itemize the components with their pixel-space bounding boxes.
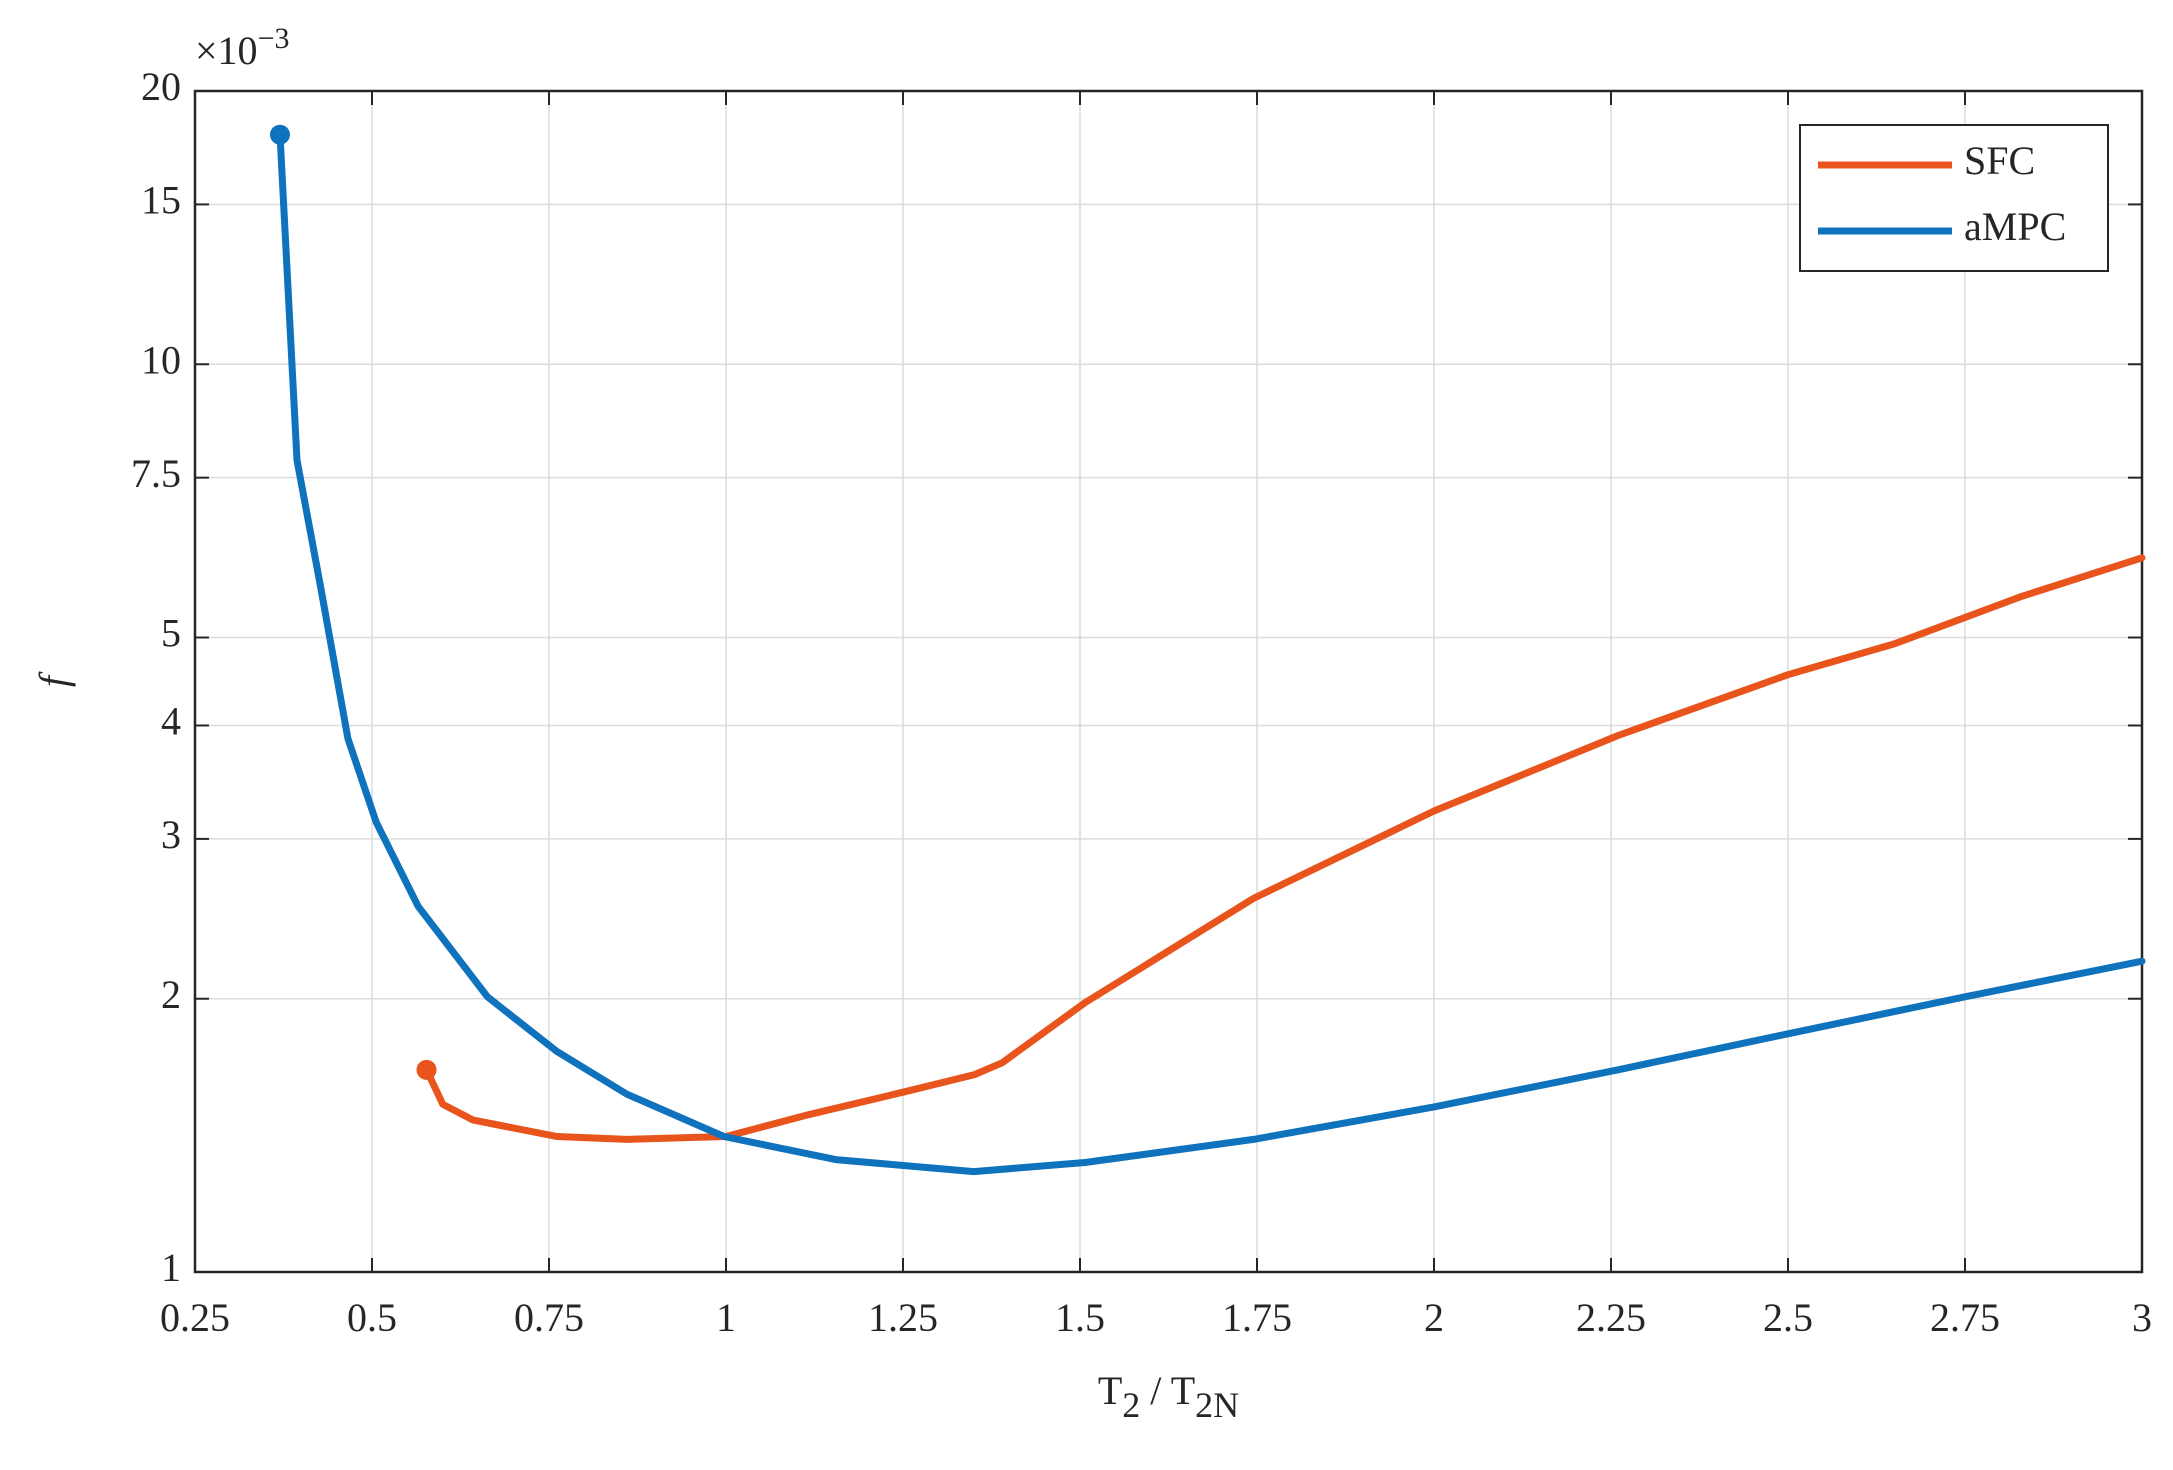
x-label-part: / T (1140, 1368, 1195, 1413)
multiplier-base: ×10 (195, 28, 258, 73)
y-tick-label: 5 (161, 611, 181, 656)
x-tick-label: 3 (2132, 1295, 2152, 1340)
line (423, 554, 2146, 1143)
y-tick-label: 3 (161, 812, 181, 857)
x-tick-label: 0.75 (514, 1295, 584, 1340)
legend-box (1799, 124, 2109, 272)
x-tick-label: 2.75 (1930, 1295, 2000, 1340)
x-axis-label: T2 / T2N (1098, 1368, 1239, 1425)
x-tick-label: 1.5 (1055, 1295, 1105, 1340)
x-tick-label: 2.5 (1763, 1295, 1813, 1340)
multiplier-exponent: −3 (258, 22, 290, 55)
x-tick-label: 2.25 (1576, 1295, 1646, 1340)
x-tick-label: 0.5 (347, 1295, 397, 1340)
y-tick-label: 2 (161, 972, 181, 1017)
y-tick-label: 15 (141, 178, 181, 223)
y-tick-label: 4 (161, 699, 181, 744)
y-tick-label: 10 (141, 337, 181, 382)
x-tick-label: 2 (1424, 1295, 1444, 1340)
x-tick-label: 1 (716, 1295, 736, 1340)
y-tick-label: 1 (161, 1245, 181, 1290)
y-tick-label: 20 (141, 64, 181, 109)
x-tick-label: 1.25 (868, 1295, 938, 1340)
axis-multiplier: ×10−3 (195, 22, 289, 73)
legend-label: SFC (1964, 138, 2035, 183)
line (276, 131, 2146, 1176)
x-tick-label: 1.75 (1222, 1295, 1292, 1340)
x-label-sub: 2 (1122, 1385, 1140, 1425)
x-tick-label: 0.25 (160, 1295, 230, 1340)
x-label-sub: 2N (1195, 1385, 1239, 1425)
end-marker (269, 124, 290, 145)
y-tick-label: 7.5 (131, 451, 181, 496)
end-marker (416, 1059, 437, 1080)
plot-frame (193, 89, 2144, 1274)
y-axis-label: f (31, 671, 76, 687)
x-label-part: T (1098, 1368, 1122, 1413)
legend-label: aMPC (1964, 204, 2066, 249)
